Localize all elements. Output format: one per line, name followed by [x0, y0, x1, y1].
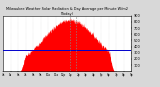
- Title: Milwaukee Weather Solar Radiation & Day Average per Minute W/m2 (Today): Milwaukee Weather Solar Radiation & Day …: [6, 7, 128, 16]
